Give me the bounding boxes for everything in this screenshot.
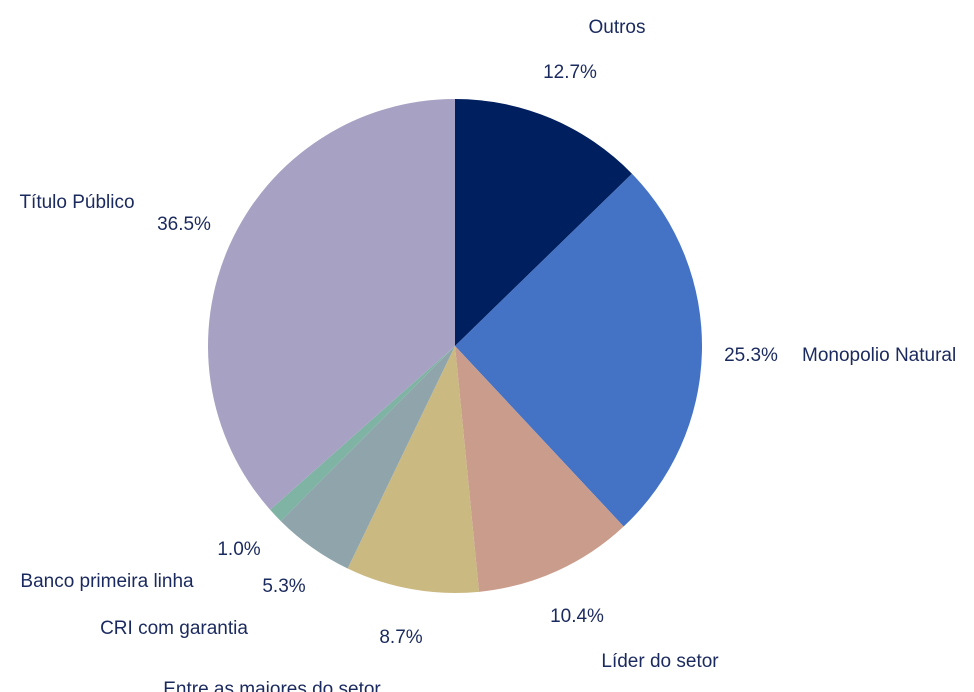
slice-percent-label: 25.3% [724, 345, 778, 366]
slice-name-label: Banco primeira linha [20, 571, 194, 592]
pie-slice-t-tulo-p-blico [208, 99, 455, 510]
pie-slice-entre-as-maiores-do-setor [347, 346, 480, 594]
pie-slice-monopolio-natural [455, 173, 702, 527]
slice-name-label: Entre as maiores do setor [163, 679, 381, 692]
labels-layer: Outros 12.7% Monopolio Natural 25.3% Líder d… [19, 17, 956, 692]
slices-layer [208, 99, 702, 594]
slice-percent-label: 10.4% [550, 606, 604, 627]
pie-slice-cri-com-garantia [280, 346, 455, 569]
slice-percent-label: 8.7% [379, 627, 422, 648]
slice-percent-label: 12.7% [543, 62, 597, 83]
slice-name-label: Outros [588, 17, 645, 38]
slice-name-label: Monopolio Natural [802, 345, 956, 366]
slice-name-label: Título Público [19, 192, 134, 213]
slice-percent-label: 5.3% [262, 576, 305, 597]
slice-name-label: CRI com garantia [100, 618, 248, 639]
pie-slice-outros [455, 99, 632, 346]
pie-slice-l-der-do-setor [455, 346, 624, 592]
pie-slice-banco-primeira-linha [270, 346, 455, 522]
slice-percent-label: 1.0% [217, 539, 260, 560]
slice-name-label: Líder do setor [601, 651, 719, 672]
slice-percent-label: 36.5% [157, 214, 211, 235]
